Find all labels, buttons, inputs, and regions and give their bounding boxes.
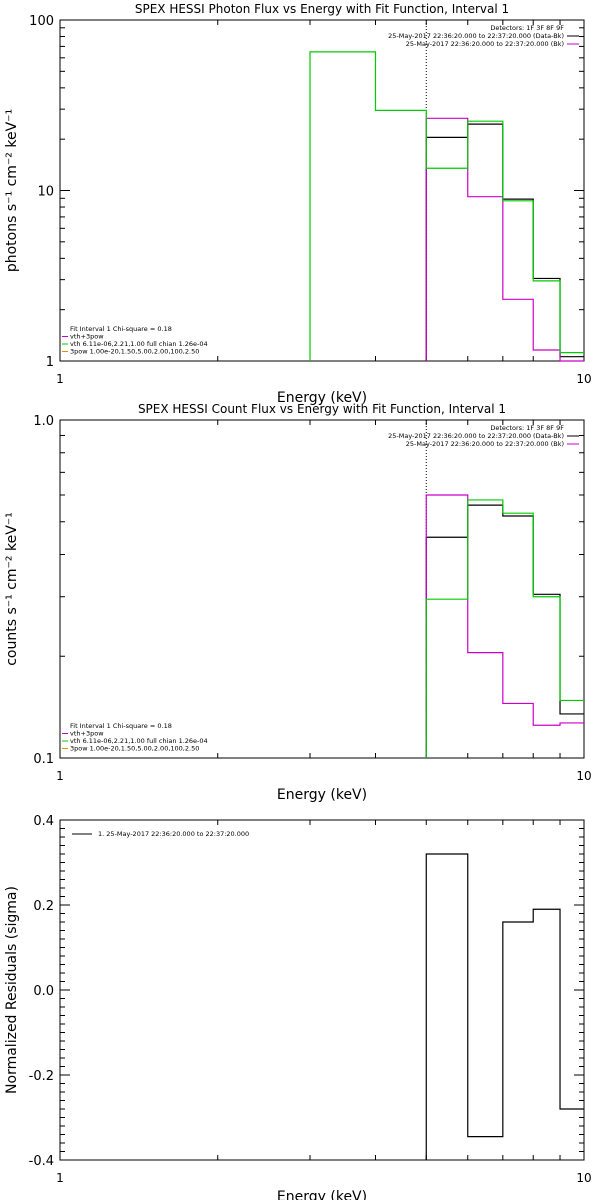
series-line-bk	[425, 117, 584, 362]
legend-right-text: Detectors: 1F 3F 8F 9F	[490, 24, 564, 32]
legend-right-text: 25-May-2017 22:36:20.000 to 22:37:20.000…	[406, 40, 564, 48]
plot-frame	[59, 819, 585, 1161]
series-line-bk	[425, 494, 584, 758]
x-axis-label: Energy (keV)	[277, 787, 367, 803]
x-axis-label: Energy (keV)	[277, 1189, 367, 1200]
legend-right-text: Detectors: 1F 3F 8F 9F	[490, 424, 564, 432]
series-line-vth	[425, 499, 584, 758]
y-tick-label: -0.4	[29, 1154, 54, 1169]
chart-panel-1: SPEX HESSI Photon Flux vs Energy with Fi…	[4, 2, 592, 406]
y-tick-label: 1	[46, 355, 54, 370]
legend-left-text: Fit Interval 1 Chi-square = 0.18	[70, 325, 172, 333]
x-axis-label: Energy (keV)	[277, 390, 367, 406]
legend-left-text: vth 6.11e-06,2.21,1.00 full chian 1.26e-…	[70, 737, 208, 745]
y-tick-label: 100	[29, 14, 54, 29]
chart-panel-3: 1 10 0.4 0.2 0.0 -0.2 -0.4 Energy (keV) Normaliz…	[4, 814, 592, 1200]
plot-frame	[59, 19, 585, 362]
y-tick-label: 0.4	[33, 814, 54, 829]
y-tick-label: 1.0	[33, 414, 54, 429]
legend-left-text: vth+3pow	[70, 730, 104, 738]
x-tick-label: 10	[576, 1171, 591, 1185]
legend-left-text: 1. 25-May-2017 22:36:20.000 to 22:37:20.…	[98, 830, 249, 838]
legend-left-text: 3pow 1.00e-20,1.50,5.00,2.00,100,2.50	[70, 348, 199, 356]
y-axis-label: counts s⁻¹ cm⁻² keV⁻¹	[4, 512, 20, 666]
chart-title: SPEX HESSI Photon Flux vs Energy with Fi…	[135, 2, 509, 16]
chart-title: SPEX HESSI Count Flux vs Energy with Fit…	[138, 402, 506, 416]
series-line-vth	[309, 51, 584, 361]
x-tick-label: 10	[576, 372, 591, 386]
legend-left-text: 3pow 1.00e-20,1.50,5.00,2.00,100,2.50	[70, 745, 199, 753]
legend-left-text: Fit Interval 1 Chi-square = 0.18	[70, 722, 172, 730]
x-tick-label: 1	[56, 769, 64, 783]
y-tick-label: -0.2	[29, 1069, 54, 1084]
legend-right-text: 25-May-2017 22:36:20.000 to 22:37:20.000…	[406, 440, 564, 448]
y-tick-label: 0.0	[33, 984, 54, 999]
chart-panel-2: SPEX HESSI Count Flux vs Energy with Fit…	[4, 402, 592, 803]
plot-frame	[59, 419, 585, 759]
legend-right-text: 25-May-2017 22:36:20.000 to 22:37:20.000…	[388, 432, 564, 440]
y-axis-label: photons s⁻¹ cm⁻² keV⁻¹	[4, 109, 20, 272]
y-tick-label: 10	[37, 185, 54, 200]
y-tick-label: 0.2	[33, 899, 54, 914]
series-line-1-25-may-2017-22-36-20-000-to-22-37-20-000	[425, 853, 584, 1160]
legend-left-text: vth+3pow	[70, 333, 104, 341]
y-axis-label: Normalized Residuals (sigma)	[4, 886, 20, 1094]
legend-right-text: 25-May-2017 22:36:20.000 to 22:37:20.000…	[388, 32, 564, 40]
y-tick-label: 0.1	[33, 752, 54, 767]
x-tick-label: 1	[56, 1171, 64, 1185]
x-tick-label: 1	[56, 372, 64, 386]
x-tick-label: 10	[576, 769, 591, 783]
legend-left-text: vth 6.11e-06,2.21,1.00 full chian 1.26e-…	[70, 340, 208, 348]
